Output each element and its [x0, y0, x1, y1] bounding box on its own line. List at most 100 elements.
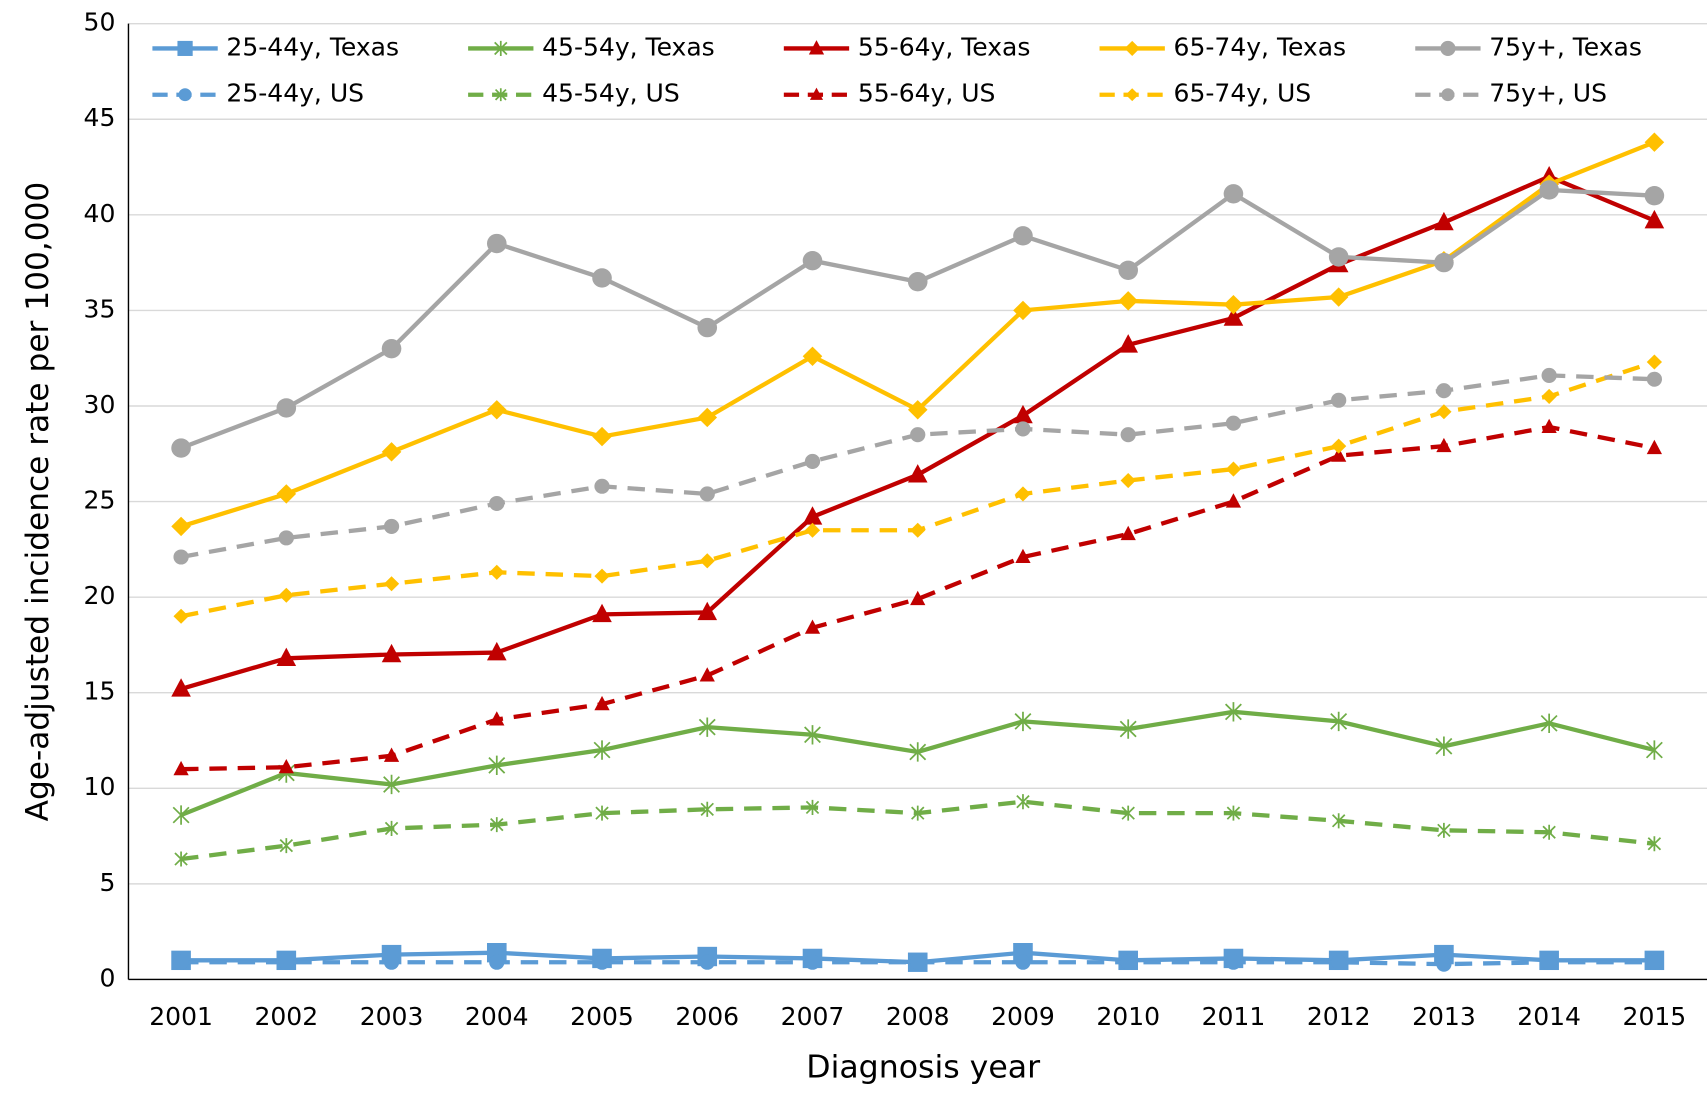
data-marker: [1542, 824, 1556, 840]
data-marker: [700, 801, 714, 817]
data-marker: [1647, 836, 1662, 852]
data-marker: [697, 407, 718, 428]
x-tick-label: 2003: [360, 1002, 424, 1031]
data-marker: [1539, 180, 1559, 200]
data-marker: [1118, 260, 1138, 280]
x-tick-label: 2001: [149, 1002, 213, 1031]
data-marker: [699, 486, 715, 502]
data-marker: [1644, 132, 1665, 152]
data-marker: [910, 522, 926, 538]
data-marker: [173, 549, 189, 565]
data-marker: [910, 427, 926, 443]
data-marker: [384, 820, 399, 836]
data-marker: [805, 799, 820, 815]
data-marker: [486, 233, 507, 254]
data-marker: [1013, 226, 1033, 246]
data-marker: [171, 438, 191, 458]
legend-marker: [178, 88, 192, 102]
data-marker: [910, 590, 926, 606]
data-marker: [1118, 291, 1138, 311]
data-marker: [488, 755, 506, 776]
data-marker: [595, 805, 609, 821]
data-marker: [804, 619, 821, 634]
data-marker: [1118, 334, 1138, 353]
data-marker: [1541, 388, 1557, 404]
x-tick-label: 2014: [1517, 1002, 1581, 1031]
data-marker: [1224, 702, 1242, 722]
data-marker: [1434, 252, 1454, 273]
data-marker: [907, 464, 928, 483]
data-marker: [1015, 954, 1031, 970]
data-marker: [1331, 438, 1347, 454]
x-tick-label: 2011: [1202, 1002, 1266, 1031]
x-tick-label: 2013: [1412, 1002, 1476, 1031]
data-marker: [1226, 805, 1241, 821]
data-marker: [489, 495, 505, 512]
data-marker: [173, 954, 189, 970]
data-marker: [278, 758, 294, 774]
series-line: [180, 709, 1655, 818]
data-marker: [1331, 813, 1346, 829]
data-marker: [383, 774, 401, 795]
data-marker: [1541, 367, 1557, 383]
data-marker: [1646, 354, 1663, 370]
x-tick-label: 2002: [254, 1002, 318, 1031]
y-tick-label: 20: [84, 581, 116, 610]
legend-marker: [494, 88, 507, 102]
data-marker: [909, 742, 927, 762]
data-marker: [592, 426, 612, 447]
data-marker: [1223, 294, 1244, 315]
data-marker: [1436, 383, 1452, 399]
data-marker: [1013, 300, 1033, 321]
data-marker: [171, 516, 191, 537]
data-marker: [486, 641, 507, 661]
y-tick-label: 40: [84, 199, 116, 228]
data-marker: [1120, 427, 1136, 443]
data-marker: [1644, 209, 1665, 229]
data-marker: [1540, 713, 1558, 733]
data-marker: [804, 725, 821, 745]
data-marker: [383, 747, 400, 762]
data-marker: [1434, 211, 1454, 231]
legend-label: 45-54y, Texas: [542, 33, 715, 62]
data-marker: [804, 954, 821, 970]
data-marker: [802, 346, 823, 366]
data-marker: [1331, 954, 1347, 970]
data-marker: [1646, 954, 1663, 970]
legend-marker: [809, 87, 824, 100]
data-marker: [1119, 719, 1137, 739]
data-marker: [486, 400, 507, 420]
legend-marker: [177, 40, 193, 56]
data-marker: [171, 678, 191, 697]
data-marker: [594, 478, 610, 494]
legend-label: 75y+, US: [1489, 79, 1607, 108]
data-marker: [1121, 805, 1135, 821]
data-marker: [279, 838, 294, 854]
data-marker: [1015, 421, 1031, 437]
x-tick-label: 2009: [991, 1002, 1055, 1031]
data-marker: [911, 805, 925, 821]
data-marker: [1331, 392, 1347, 408]
legend-label: 25-44y, US: [226, 79, 364, 108]
data-marker: [1436, 956, 1452, 972]
data-marker: [697, 317, 718, 338]
data-marker: [1015, 548, 1031, 564]
data-marker: [489, 564, 505, 580]
data-marker: [276, 484, 297, 504]
data-marker: [1225, 954, 1242, 970]
data-marker: [1436, 404, 1452, 420]
data-marker: [172, 805, 190, 825]
data-marker: [490, 817, 504, 833]
legend-marker: [494, 40, 508, 56]
data-marker: [907, 400, 928, 420]
legend-label: 65-74y, Texas: [1174, 33, 1347, 62]
data-marker: [1223, 184, 1244, 204]
y-tick-label: 50: [84, 8, 116, 37]
data-marker: [1120, 954, 1136, 970]
data-marker: [278, 954, 294, 970]
data-marker: [1436, 437, 1452, 453]
data-marker: [276, 398, 297, 418]
x-tick-label: 2004: [465, 1002, 529, 1031]
x-tick-label: 2007: [781, 1002, 845, 1031]
